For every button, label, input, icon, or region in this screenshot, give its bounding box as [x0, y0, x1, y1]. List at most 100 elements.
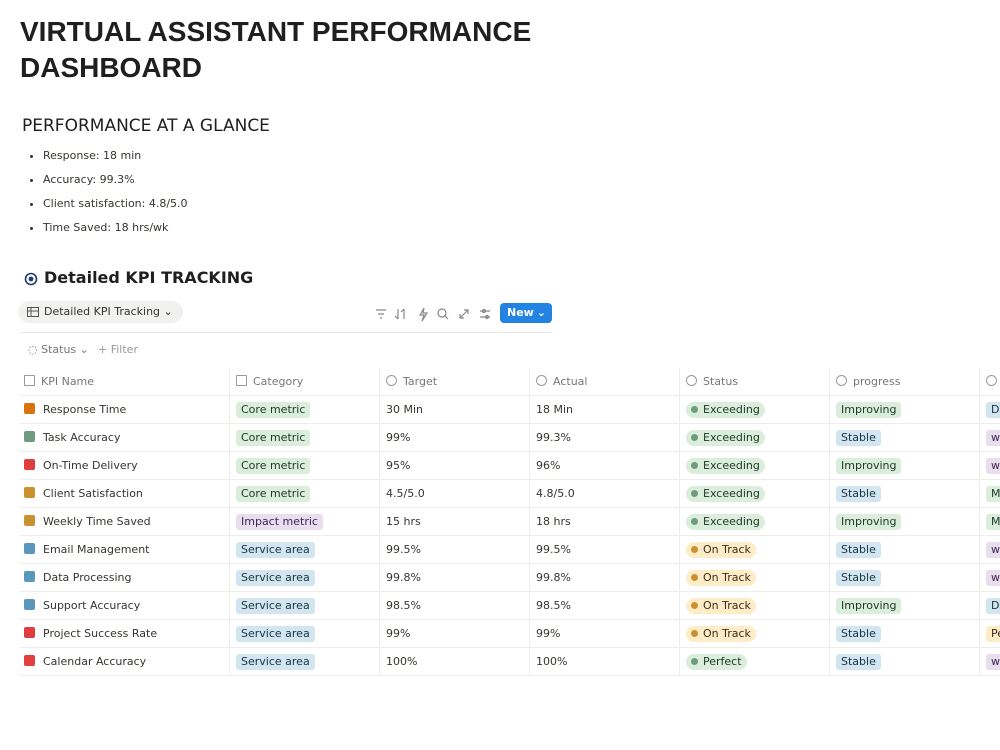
add-filter[interactable]: + Filter	[98, 343, 138, 356]
progress-tag: Stable	[836, 654, 881, 670]
column-header-label: Status	[703, 375, 739, 388]
status-dot	[691, 434, 698, 441]
progress-tag: Improving	[836, 598, 902, 614]
status-tag-label: Exceeding	[703, 487, 760, 500]
status-filter-label[interactable]: Status	[41, 343, 77, 356]
row-icon	[24, 627, 35, 638]
actual: 18 hrs	[536, 515, 571, 528]
extra-cell: Da	[980, 592, 1000, 620]
extra-cell: Da	[980, 396, 1000, 424]
category-tag: Service area	[236, 626, 315, 642]
extra-tag: M	[986, 514, 1000, 530]
kpi-name: Response Time	[43, 403, 127, 416]
actual: 100%	[536, 655, 568, 668]
kpi-name-cell: Support Accuracy	[20, 592, 230, 620]
column-header-label: Actual	[553, 375, 588, 388]
target: 30 Min	[386, 403, 424, 416]
status-dot	[691, 546, 698, 553]
progress-cell: Stable	[830, 648, 980, 676]
status-filter[interactable]: ◌ Status ⌄	[28, 343, 89, 356]
extra-tag: Da	[986, 402, 1000, 418]
row-icon	[24, 487, 35, 498]
progress-cell: Stable	[830, 480, 980, 508]
category-tag: Service area	[236, 654, 315, 670]
new-button[interactable]: New ⌄	[500, 303, 552, 323]
column-header: progress	[830, 368, 980, 396]
target-cell: 98.5%	[380, 592, 530, 620]
extra-cell: we	[980, 564, 1000, 592]
progress-tag: Improving	[836, 458, 902, 474]
column-icon	[236, 375, 247, 386]
category-cell: Core metric	[230, 452, 380, 480]
kpi-name-cell: Email Management	[20, 536, 230, 564]
kpi-name-cell: Weekly Time Saved	[20, 508, 230, 536]
extra-tag-label: Da	[991, 403, 1000, 416]
status-tag-label: On Track	[703, 599, 751, 612]
extra-tag-label: Da	[991, 599, 1000, 612]
extra-tag: M	[986, 486, 1000, 502]
status-tag: Perfect	[686, 654, 747, 670]
status-tag-label: On Track	[703, 543, 751, 556]
extra-cell: we	[980, 648, 1000, 676]
actual-cell: 18 Min	[530, 396, 680, 424]
page-title: VIRTUAL ASSISTANT PERFORMANCE DASHBOARD	[20, 16, 532, 83]
target-cell: 99%	[380, 424, 530, 452]
progress-tag-label: Improving	[841, 459, 897, 472]
column-icon	[24, 375, 35, 386]
extra-cell: Pe	[980, 620, 1000, 648]
kpi-name: Client Satisfaction	[43, 487, 143, 500]
column-header: Category	[230, 368, 380, 396]
category-tag-label: Core metric	[241, 459, 306, 472]
progress-tag: Stable	[836, 430, 881, 446]
status-tag-label: Exceeding	[703, 459, 760, 472]
progress-tag: Stable	[836, 626, 881, 642]
view-tab[interactable]: Detailed KPI Tracking ⌄	[18, 301, 183, 323]
extra-tag: we	[986, 542, 1000, 558]
progress-tag-label: Stable	[841, 487, 876, 500]
progress-cell: Improving	[830, 396, 980, 424]
category-tag: Service area	[236, 570, 315, 586]
add-filter-label[interactable]: Filter	[110, 343, 138, 356]
progress-tag: Stable	[836, 486, 881, 502]
progress-tag-label: Stable	[841, 571, 876, 584]
row-icon	[24, 655, 35, 666]
target: 100%	[386, 655, 418, 668]
divider	[20, 332, 552, 333]
extra-cell: we	[980, 536, 1000, 564]
extra-tag: Pe	[986, 626, 1000, 642]
glance-item: Accuracy: 99.3%	[43, 168, 188, 192]
view-tab-label[interactable]: Detailed KPI Tracking	[44, 305, 161, 318]
column-header: Status	[680, 368, 830, 396]
column-header: Actual	[530, 368, 680, 396]
column-icon	[686, 375, 697, 386]
extra-tag-label: M	[991, 515, 1000, 528]
category-tag-label: Impact metric	[241, 515, 318, 528]
target: 95%	[386, 459, 411, 472]
actual: 99%	[536, 627, 561, 640]
category-tag-label: Service area	[241, 655, 310, 668]
target-cell: 99%	[380, 620, 530, 648]
actual-cell: 4.8/5.0	[530, 480, 680, 508]
extra-tag: we	[986, 654, 1000, 670]
column-icon	[836, 375, 847, 386]
category-cell: Core metric	[230, 480, 380, 508]
new-button-label[interactable]: New	[507, 306, 534, 319]
row-icon	[24, 543, 35, 554]
target-cell: 30 Min	[380, 396, 530, 424]
actual: 18 Min	[536, 403, 574, 416]
status-cell: On Track	[680, 620, 830, 648]
status-tag-label: Exceeding	[703, 431, 760, 444]
actual-cell: 99%	[530, 620, 680, 648]
progress-cell: Stable	[830, 620, 980, 648]
target: 99.5%	[386, 543, 421, 556]
status-cell: Exceeding	[680, 480, 830, 508]
status-tag-label: Exceeding	[703, 403, 760, 416]
target-cell: 99.5%	[380, 536, 530, 564]
toolbar[interactable]	[372, 306, 492, 322]
extra-tag: we	[986, 458, 1000, 474]
actual: 98.5%	[536, 599, 571, 612]
column-icon	[386, 375, 397, 386]
status-tag: Exceeding	[686, 486, 765, 502]
section-icon	[24, 272, 38, 286]
column-icon	[536, 375, 547, 386]
